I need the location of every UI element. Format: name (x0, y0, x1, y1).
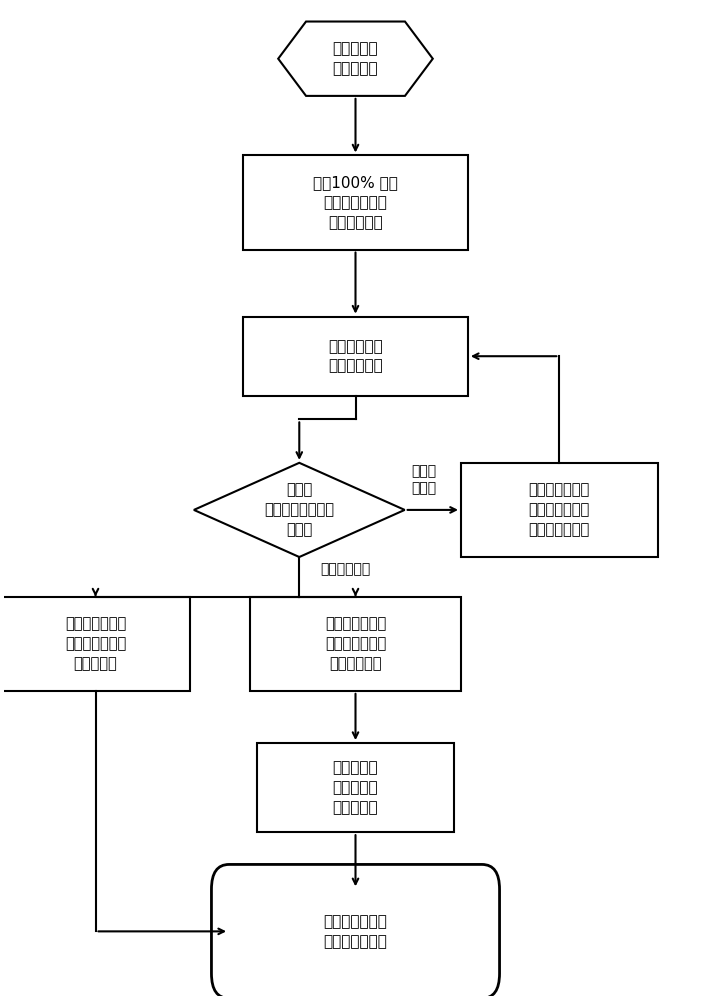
Bar (250, 597, 461, 691)
Text: 计算稀释前待测
气体的组分含量: 计算稀释前待测 气体的组分含量 (324, 914, 387, 949)
Text: 测量此时已稀释
的待测气体的傅
里叶红外光谱: 测量此时已稀释 的待测气体的傅 里叶红外光谱 (325, 616, 386, 671)
Text: 实时监测气体
池内水汽浓度: 实时监测气体 池内水汽浓度 (328, 339, 383, 374)
Text: 将待测气体
注满气体池: 将待测气体 注满气体池 (333, 41, 378, 76)
Bar (243, 317, 468, 396)
Text: 打开电控三通阀
中纯氮气一路向
气体池通入氮气: 打开电控三通阀 中纯氮气一路向 气体池通入氮气 (529, 483, 590, 537)
Text: 比较池
内水汽浓度与预定
浓度值: 比较池 内水汽浓度与预定 浓度值 (264, 483, 334, 537)
Text: 高于预
定浓度: 高于预 定浓度 (412, 464, 437, 495)
Bar (1, 597, 191, 691)
Bar (461, 463, 658, 557)
Bar (243, 155, 468, 250)
Bar (257, 743, 454, 832)
Text: 通过稀释前后气
体池内水汽浓度
计算稀释比: 通过稀释前后气 体池内水汽浓度 计算稀释比 (65, 616, 126, 671)
Text: 达到预定浓度: 达到预定浓度 (321, 562, 370, 576)
Text: 计算已稀释
待测气体中
的组分含量: 计算已稀释 待测气体中 的组分含量 (333, 760, 378, 815)
Text: 测量100% 浓度
下待测气体的傅
里叶红外光谱: 测量100% 浓度 下待测气体的傅 里叶红外光谱 (313, 175, 398, 230)
